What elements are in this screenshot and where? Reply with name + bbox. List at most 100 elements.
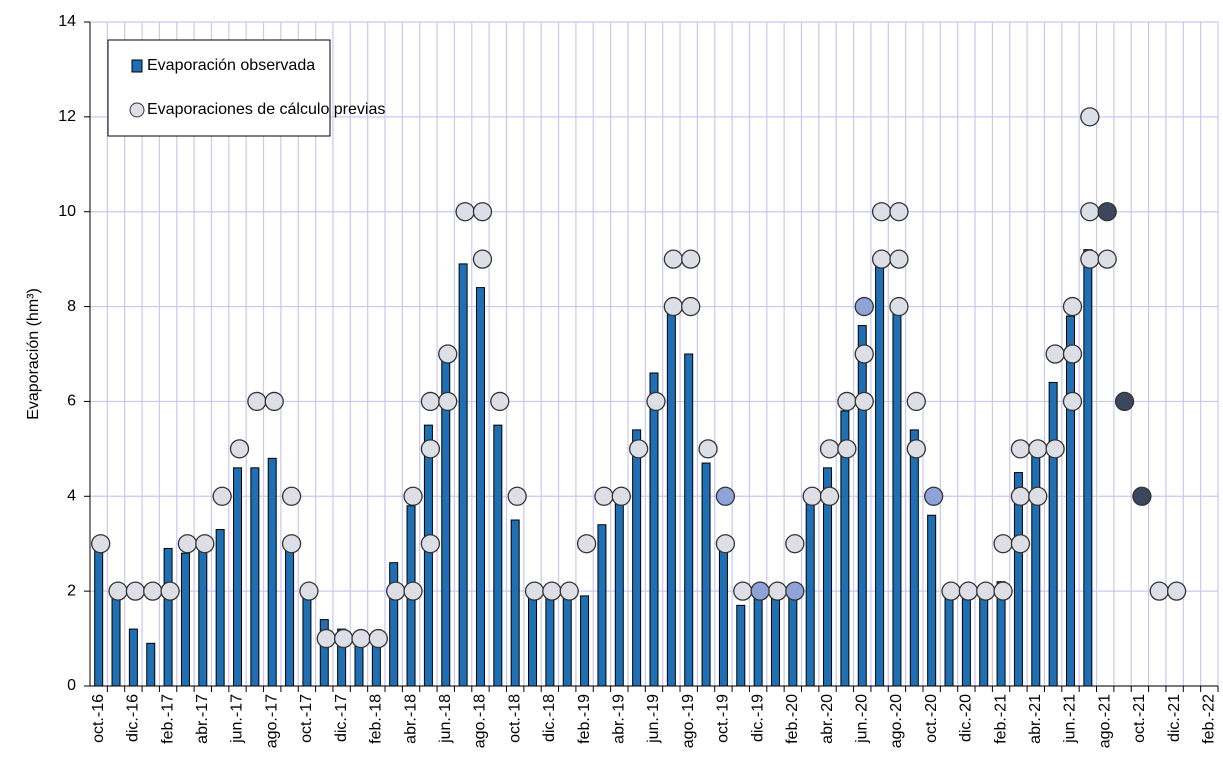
bar — [528, 595, 538, 687]
bar — [198, 547, 208, 687]
legend-swatch — [131, 59, 143, 73]
bar — [163, 547, 173, 687]
x-tick-label: jun.-21 — [1062, 694, 1079, 744]
estimate-point — [750, 581, 770, 601]
estimate-point — [733, 581, 753, 601]
bar — [979, 595, 989, 687]
x-tick-label: jun.-19 — [645, 694, 662, 744]
x-tick-label: jun.-20 — [853, 694, 870, 744]
x-tick-label: oct.-19 — [715, 694, 732, 743]
estimate-point — [403, 486, 423, 506]
estimate-point — [1045, 439, 1065, 459]
x-tick-label: ago.-17 — [263, 694, 280, 748]
bar — [666, 310, 676, 687]
x-tick-label: dic.-20 — [958, 694, 975, 742]
estimate-point — [837, 439, 857, 459]
bar — [458, 263, 468, 687]
estimate-point — [1097, 202, 1117, 222]
bar — [961, 595, 971, 687]
x-tick-label: oct.-18 — [506, 694, 523, 743]
estimate-point — [524, 581, 545, 601]
bar — [111, 595, 121, 687]
estimate-point — [299, 581, 319, 601]
bar — [267, 457, 277, 687]
estimate-point — [472, 249, 493, 269]
bar — [302, 595, 312, 687]
estimate-point — [403, 581, 423, 601]
bar — [337, 628, 347, 687]
bar — [857, 325, 867, 687]
x-tick-label: dic.-17 — [333, 694, 350, 742]
bar — [233, 467, 243, 687]
estimate-point — [1045, 344, 1065, 364]
bar — [1083, 249, 1093, 687]
estimate-point — [195, 534, 215, 554]
estimate-point — [438, 344, 458, 364]
estimate-point — [594, 486, 614, 506]
bar — [770, 595, 780, 687]
estimate-point — [125, 581, 146, 601]
x-tick-label: oct.-21 — [1131, 694, 1148, 743]
estimate-point — [854, 296, 874, 317]
bar — [909, 429, 919, 687]
estimate-point — [663, 296, 684, 317]
estimate-point — [663, 249, 684, 269]
estimate-point — [438, 391, 458, 412]
estimate-point — [1062, 296, 1083, 317]
y-tick-label: 2 — [67, 582, 76, 599]
estimate-point — [1028, 439, 1048, 459]
estimate-point — [628, 439, 649, 459]
y-tick-label: 8 — [67, 298, 76, 315]
estimate-point — [681, 249, 701, 269]
estimate-point — [871, 202, 892, 222]
bar — [493, 424, 503, 687]
estimate-point — [854, 391, 874, 412]
x-tick-label: feb.-18 — [368, 694, 385, 744]
estimate-point — [177, 534, 198, 554]
bar — [753, 595, 763, 687]
bar — [840, 410, 850, 687]
estimate-point — [1080, 202, 1100, 222]
estimate-point — [889, 202, 909, 222]
x-tick-label: jun.-17 — [229, 694, 246, 744]
x-tick-label: jun.-18 — [437, 694, 454, 744]
x-tick-label: dic.-19 — [749, 694, 766, 742]
estimate-point — [247, 391, 267, 412]
estimate-point — [785, 534, 805, 554]
bar — [371, 642, 381, 687]
estimate-point — [472, 202, 493, 222]
legend-swatch — [129, 102, 145, 118]
bar — [319, 619, 329, 687]
x-tick-label: abr.-20 — [819, 694, 836, 744]
x-tick-label: feb.-17 — [159, 694, 176, 744]
bar — [423, 424, 433, 687]
y-tick-label: 14 — [58, 13, 76, 30]
estimate-point — [351, 628, 371, 649]
bar — [580, 595, 590, 687]
x-tick-label: feb.-20 — [784, 694, 801, 744]
estimate-point — [108, 581, 128, 601]
estimate-point — [91, 534, 111, 554]
bar — [285, 547, 295, 687]
y-tick-label: 6 — [67, 393, 76, 410]
estimate-point — [420, 391, 441, 412]
bar — [701, 462, 711, 687]
bar — [1048, 381, 1058, 687]
x-tick-label: ago.-20 — [888, 694, 905, 748]
x-tick-label: abr.-19 — [611, 694, 628, 744]
x-tick-label: abr.-21 — [1027, 694, 1044, 744]
estimate-point — [1010, 534, 1031, 554]
estimate-point — [507, 486, 527, 506]
estimate-point — [143, 581, 163, 601]
x-tick-label: ago.-19 — [680, 694, 697, 748]
bar — [632, 429, 642, 687]
estimate-point — [420, 534, 441, 554]
estimate-point — [229, 439, 250, 459]
estimate-point — [819, 439, 840, 459]
estimate-point — [611, 486, 631, 506]
estimate-point — [559, 581, 579, 601]
y-tick-label: 4 — [67, 488, 76, 505]
estimate-point — [455, 202, 475, 222]
estimate-point — [333, 628, 354, 649]
